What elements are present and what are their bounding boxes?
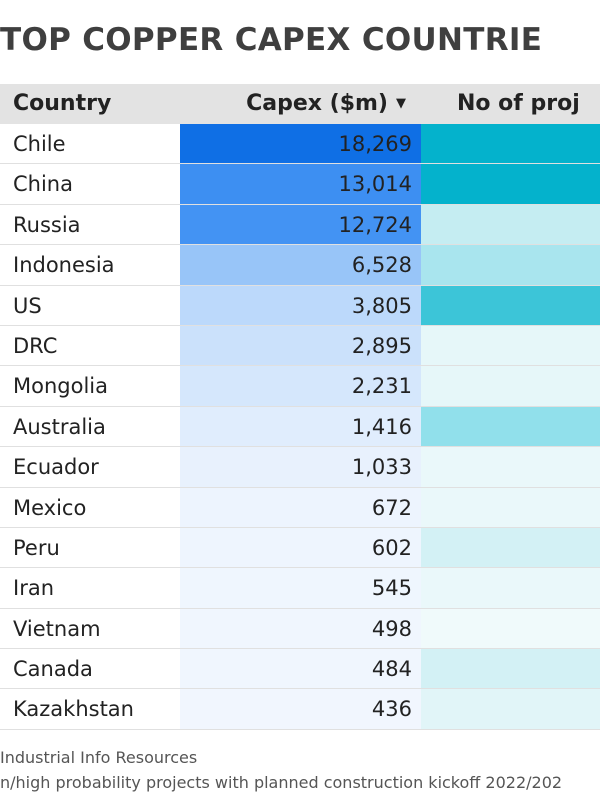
table-row: Ecuador 1,033 — [0, 447, 600, 488]
table-row: Iran 545 — [0, 568, 600, 609]
cell-projects — [421, 527, 600, 568]
cell-country: Ecuador — [13, 455, 99, 480]
cell-country: Peru — [13, 535, 60, 560]
cell-projects — [421, 366, 600, 406]
cell-capex: 3,805 — [180, 285, 421, 325]
source-note: Industrial Info Resources — [0, 748, 198, 767]
table-row: Indonesia 6,528 — [0, 245, 600, 286]
column-header-capex-label: Capex ($m) — [246, 91, 388, 116]
table-row: US 3,805 — [0, 285, 600, 326]
column-header-projects[interactable]: No of proj — [457, 91, 580, 116]
cell-projects — [421, 285, 600, 325]
table-row: DRC 2,895 — [0, 325, 600, 367]
table-row: Mexico 672 — [0, 487, 600, 528]
cell-capex: 602 — [180, 527, 421, 568]
table-row: Vietnam 498 — [0, 608, 600, 650]
cell-projects — [421, 487, 600, 527]
cell-country: Russia — [13, 212, 81, 237]
cell-capex: 545 — [180, 568, 421, 608]
cell-projects — [421, 325, 600, 366]
column-header-country[interactable]: Country — [13, 91, 112, 116]
footnote: n/high probability projects with planned… — [0, 773, 563, 792]
cell-projects — [421, 447, 600, 487]
sort-descending-icon[interactable]: ▼ — [396, 96, 406, 111]
cell-country: Iran — [13, 576, 55, 601]
cell-capex: 672 — [180, 487, 421, 527]
table-row: Canada 484 — [0, 649, 600, 690]
cell-projects — [421, 124, 600, 164]
cell-country: US — [13, 293, 42, 318]
chart-title: TOP COPPER CAPEX COUNTRIE — [0, 22, 543, 58]
table-row: Peru 602 — [0, 527, 600, 569]
table-row: Australia 1,416 — [0, 406, 600, 448]
table-row: Kazakhstan 436 — [0, 689, 600, 730]
cell-capex: 13,014 — [180, 164, 421, 204]
table-row: Chile 18,269 — [0, 124, 600, 165]
cell-capex: 436 — [180, 689, 421, 729]
cell-capex: 18,269 — [180, 124, 421, 164]
data-table: Country Capex ($m) ▼ No of proj Chile 18,2… — [0, 84, 600, 730]
cell-capex: 1,416 — [180, 406, 421, 447]
cell-country: China — [13, 172, 73, 197]
table-body: Chile 18,269 China 13,014 Russia 12,724 Indone… — [0, 124, 600, 730]
cell-country: Mongolia — [13, 374, 108, 399]
cell-country: Vietnam — [13, 616, 101, 641]
cell-projects — [421, 406, 600, 447]
table-header: Country Capex ($m) ▼ No of proj — [0, 84, 600, 124]
cell-country: Canada — [13, 657, 93, 682]
cell-country: Mexico — [13, 495, 87, 520]
cell-country: Kazakhstan — [13, 697, 134, 722]
cell-capex: 6,528 — [180, 245, 421, 285]
cell-projects — [421, 164, 600, 204]
cell-country: Chile — [13, 132, 66, 156]
cell-country: Indonesia — [13, 253, 115, 278]
cell-country: Australia — [13, 414, 106, 439]
cell-projects — [421, 568, 600, 608]
cell-projects — [421, 608, 600, 649]
cell-projects — [421, 204, 600, 245]
cell-country: DRC — [13, 333, 58, 358]
cell-projects — [421, 689, 600, 729]
cell-projects — [421, 649, 600, 689]
table-row: China 13,014 — [0, 164, 600, 205]
cell-capex: 1,033 — [180, 447, 421, 487]
cell-capex: 2,895 — [180, 325, 421, 366]
cell-capex: 498 — [180, 608, 421, 649]
cell-capex: 484 — [180, 649, 421, 689]
table-row: Mongolia 2,231 — [0, 366, 600, 407]
column-header-capex[interactable]: Capex ($m) ▼ — [180, 84, 420, 124]
table-row: Russia 12,724 — [0, 204, 600, 246]
cell-capex: 2,231 — [180, 366, 421, 406]
cell-projects — [421, 245, 600, 285]
cell-capex: 12,724 — [180, 204, 421, 245]
